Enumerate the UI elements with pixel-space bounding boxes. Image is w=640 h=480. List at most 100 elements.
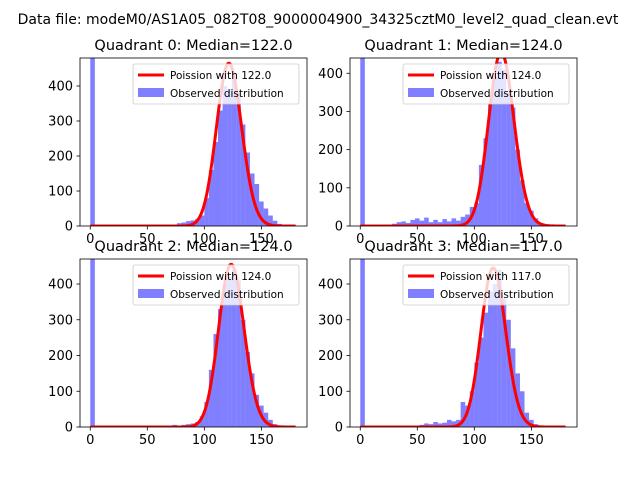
y-tick-label: 0 xyxy=(65,421,73,436)
histogram-bar xyxy=(396,222,402,226)
histogram-bar xyxy=(254,394,260,427)
panel-title: Quadrant 3: Median=117.0 xyxy=(364,239,562,255)
histogram-bar xyxy=(227,276,232,427)
axes-frame xyxy=(349,258,578,428)
histogram-bar xyxy=(199,416,205,427)
histogram-bar xyxy=(222,284,228,427)
figure-suptitle: Data file: modeM0/AS1A05_082T08_90000049… xyxy=(18,12,619,28)
y-tick-label: 200 xyxy=(48,349,73,364)
y-tick-label: 300 xyxy=(318,105,343,120)
histogram-bar xyxy=(424,217,429,226)
y-tick-label: 400 xyxy=(48,80,73,95)
histogram-bar xyxy=(483,138,489,226)
plot-area xyxy=(89,58,296,226)
histogram-bar xyxy=(272,220,278,226)
x-tick-label: 0 xyxy=(356,433,364,448)
histogram-bar xyxy=(483,312,489,427)
x-tick-label: 50 xyxy=(409,232,426,247)
y-tick-label: 0 xyxy=(335,220,343,235)
y-tick-label: 100 xyxy=(48,185,73,200)
histogram-bar xyxy=(360,58,365,226)
histogram-bar xyxy=(259,201,264,226)
histogram-bar xyxy=(446,221,452,226)
histogram-bar xyxy=(497,269,502,427)
histogram-bar xyxy=(437,423,443,427)
legend-box xyxy=(402,63,570,105)
histogram-bar xyxy=(218,309,223,427)
histogram-bar xyxy=(442,219,447,226)
histogram-bar xyxy=(519,180,525,226)
histogram-bar xyxy=(254,184,260,226)
y-tick-label: 0 xyxy=(335,421,343,436)
x-tick-label: 0 xyxy=(356,232,364,247)
legend-label-observed: Observed distribution xyxy=(440,88,554,100)
quadrant-3-panel: 0 50 100 150 0 100 200 300 400 Quadrant 3: Median… xyxy=(318,239,578,448)
histogram-bar xyxy=(415,218,420,226)
histogram-bar xyxy=(213,334,219,427)
histogram-bar xyxy=(488,291,493,427)
legend-label-poisson: Poission with 124.0 xyxy=(170,271,271,283)
histogram-bar xyxy=(529,210,534,226)
x-tick-label: 100 xyxy=(192,433,217,448)
x-tick-label: 50 xyxy=(139,433,156,448)
y-tick-label: 100 xyxy=(318,181,343,196)
histogram-bar xyxy=(410,219,416,226)
x-tick-label: 150 xyxy=(519,232,544,247)
poisson-curve xyxy=(89,61,296,226)
x-tick-label: 100 xyxy=(462,433,487,448)
panel-title: Quadrant 0: Median=122.0 xyxy=(94,38,292,54)
histogram-bar xyxy=(204,198,209,226)
legend-label-poisson: Poission with 117.0 xyxy=(440,271,541,283)
histogram-bar xyxy=(433,421,438,427)
histogram-bar xyxy=(186,221,191,226)
legend: Poission with 124.0 Observed distribution xyxy=(132,264,300,306)
histogram-bar xyxy=(236,280,241,427)
histogram-bar xyxy=(249,373,255,427)
histogram-bar xyxy=(492,284,498,427)
histogram-bar xyxy=(263,208,269,226)
histogram-bar xyxy=(231,79,237,226)
histogram-bar xyxy=(465,405,470,427)
poisson-curve xyxy=(359,58,566,226)
histogram-bar xyxy=(231,269,237,427)
histogram-bar xyxy=(240,319,246,427)
histogram-bar xyxy=(478,337,484,427)
x-tick-label: 0 xyxy=(86,433,94,448)
legend-label-observed: Observed distribution xyxy=(170,289,284,301)
histogram-bar xyxy=(424,423,429,427)
quadrant-1-panel: 0 50 100 150 0 100 200 300 400 Quadrant 1: Median… xyxy=(318,38,578,247)
histogram-bar xyxy=(460,216,466,226)
legend: Poission with 117.0 Observed distribution xyxy=(402,264,570,306)
histogram-bar xyxy=(510,107,516,226)
histogram-bar xyxy=(488,103,493,226)
y-tick-label: 400 xyxy=(318,278,343,293)
x-tick-label: 100 xyxy=(192,232,217,247)
histogram-bar xyxy=(428,222,434,226)
x-tick-label: 150 xyxy=(249,433,274,448)
panels-group: 0 50 100 150 0 100 200 300 400 Quadrant 0: Median… xyxy=(48,38,578,448)
y-tick-label: 200 xyxy=(48,150,73,165)
poisson-curve xyxy=(89,262,296,427)
legend-swatch-observed xyxy=(408,88,434,97)
histogram-bar xyxy=(442,422,447,427)
legend-label-poisson: Poission with 122.0 xyxy=(170,70,271,82)
legend-swatch-observed xyxy=(408,289,434,298)
y-tick-label: 300 xyxy=(48,313,73,328)
y-tick-label: 100 xyxy=(48,385,73,400)
histogram-bar xyxy=(90,58,95,226)
legend-box xyxy=(132,63,300,105)
legend-swatch-observed xyxy=(138,88,164,97)
legend-box xyxy=(132,264,300,306)
histogram-bar xyxy=(213,142,219,226)
legend-box xyxy=(402,264,570,306)
quadrant-0-panel: 0 50 100 150 0 100 200 300 400 Quadrant 0: Median… xyxy=(48,38,308,247)
histogram-bar xyxy=(245,351,250,427)
histogram-bar xyxy=(469,391,475,427)
y-tick-label: 300 xyxy=(48,115,73,130)
x-tick-label: 150 xyxy=(519,433,544,448)
histogram-bar xyxy=(506,92,511,226)
histogram-bar xyxy=(501,69,507,226)
histogram-bar xyxy=(236,93,241,226)
y-tick-label: 400 xyxy=(48,278,73,293)
histogram-bar xyxy=(492,77,498,226)
